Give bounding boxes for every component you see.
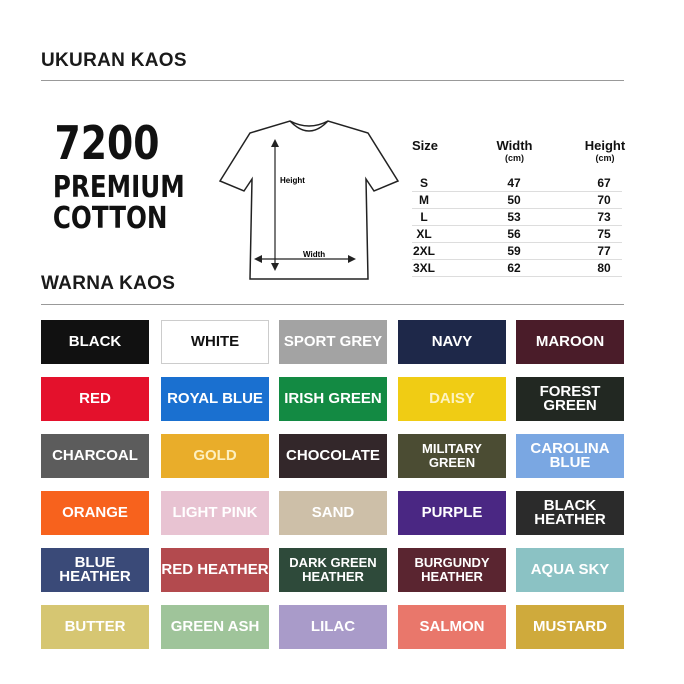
- color-section-title: WARNA KAOS: [41, 273, 176, 294]
- size-cell-width: 53: [507, 210, 521, 224]
- color-swatch: SALMON: [398, 605, 506, 649]
- color-swatch: GOLD: [161, 434, 269, 478]
- color-swatch: DAISY: [398, 377, 506, 421]
- color-swatch: CHOCOLATE: [279, 434, 387, 478]
- color-swatch: BLUE HEATHER: [41, 548, 149, 592]
- divider: [41, 80, 624, 81]
- size-cell-size: L: [420, 210, 428, 224]
- color-swatch: SPORT GREY: [279, 320, 387, 364]
- color-swatch: BLACK HEATHER: [516, 491, 624, 535]
- color-swatch: BLACK: [41, 320, 149, 364]
- width-header: Width (cm): [492, 138, 537, 163]
- product-line-2: PREMIUM: [52, 170, 185, 205]
- color-swatch: FOREST GREEN: [516, 377, 624, 421]
- color-swatch: BURGUNDY HEATHER: [398, 548, 506, 592]
- tshirt-diagram-icon: [218, 120, 400, 280]
- size-row: M 50 70: [412, 193, 622, 209]
- size-header: Size: [412, 138, 439, 153]
- width-header-label: Width: [496, 138, 533, 153]
- size-cell-height: 77: [597, 244, 611, 258]
- size-cell-height: 73: [597, 210, 611, 224]
- divider: [41, 304, 624, 305]
- color-swatch: SAND: [279, 491, 387, 535]
- size-cell-width: 50: [507, 193, 521, 207]
- color-swatch: MUSTARD: [516, 605, 624, 649]
- size-cell-height: 75: [597, 227, 611, 241]
- color-swatch: MILITARY GREEN: [398, 434, 506, 478]
- width-unit: (cm): [504, 153, 524, 163]
- color-swatch: ORANGE: [41, 491, 149, 535]
- color-swatch: BUTTER: [41, 605, 149, 649]
- size-cell-height: 67: [597, 176, 611, 190]
- size-cell-width: 56: [507, 227, 521, 241]
- height-label: Height: [280, 176, 305, 185]
- size-cell-width: 59: [507, 244, 521, 258]
- size-cell-width: 62: [507, 261, 521, 275]
- size-section-title: UKURAN KAOS: [41, 50, 187, 71]
- size-cell-height: 70: [597, 193, 611, 207]
- size-cell-width: 47: [507, 176, 521, 190]
- color-swatch: MAROON: [516, 320, 624, 364]
- size-row: L 53 73: [412, 210, 622, 226]
- size-cell-size: 2XL: [412, 244, 435, 258]
- color-swatch: LIGHT PINK: [161, 491, 269, 535]
- color-swatch: CAROLINA BLUE: [516, 434, 624, 478]
- color-swatch: PURPLE: [398, 491, 506, 535]
- color-swatch: LILAC: [279, 605, 387, 649]
- size-cell-size: 3XL: [412, 261, 435, 275]
- product-line-3: COTTON: [52, 201, 168, 236]
- size-cell-size: S: [419, 176, 428, 190]
- size-cell-size: M: [419, 193, 429, 207]
- color-swatch: ROYAL BLUE: [161, 377, 269, 421]
- width-label: Width: [303, 250, 326, 259]
- product-number: 7200: [54, 116, 160, 170]
- color-swatch: RED HEATHER: [161, 548, 269, 592]
- height-header: Height (cm): [582, 138, 628, 163]
- color-swatch: GREEN ASH: [161, 605, 269, 649]
- color-swatch: RED: [41, 377, 149, 421]
- height-header-label: Height: [584, 138, 626, 153]
- color-swatch: DARK GREEN HEATHER: [279, 548, 387, 592]
- size-cell-height: 80: [597, 261, 611, 275]
- size-cell-size: XL: [416, 227, 432, 241]
- color-swatch: AQUA SKY: [516, 548, 624, 592]
- color-swatch: IRISH GREEN: [279, 377, 387, 421]
- color-swatch: NAVY: [398, 320, 506, 364]
- size-row: XL 56 75: [412, 227, 622, 243]
- height-unit: (cm): [595, 153, 615, 163]
- size-row: 3XL 62 80: [412, 261, 622, 277]
- color-swatch: CHARCOAL: [41, 434, 149, 478]
- size-row: S 47 67: [412, 176, 622, 192]
- color-swatch: WHITE: [161, 320, 269, 364]
- size-row: 2XL 59 77: [412, 244, 622, 260]
